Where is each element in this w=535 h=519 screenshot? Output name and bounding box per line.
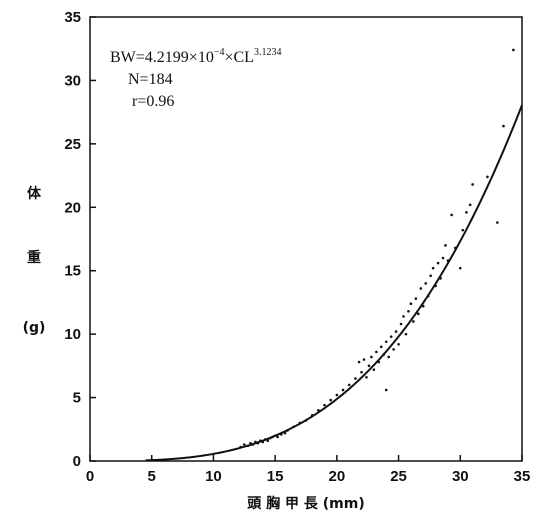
x-tick-label-5: 5	[148, 468, 156, 485]
x-tick-label-20: 20	[329, 468, 346, 485]
data-point-52	[412, 320, 415, 323]
x-tick-label-35: 35	[514, 468, 531, 485]
y-axis-title-char-3: (g)	[23, 320, 46, 336]
y-tick-label-5: 5	[73, 390, 81, 407]
data-point-33	[368, 365, 371, 368]
x-axis-title: 頭 胸 甲 長 (mm)	[247, 495, 364, 512]
x-tick-label-0: 0	[86, 468, 94, 485]
data-point-35	[373, 368, 376, 371]
data-point-34	[370, 356, 373, 359]
data-point-57	[424, 282, 427, 285]
data-point-42	[387, 356, 390, 359]
data-point-60	[432, 267, 435, 270]
x-tick-label-25: 25	[390, 468, 407, 485]
data-point-67	[450, 214, 453, 217]
y-tick-label-15: 15	[64, 263, 81, 280]
fit-curve	[146, 105, 522, 460]
data-point-28	[354, 377, 357, 380]
data-point-38	[380, 346, 383, 349]
data-point-76	[502, 125, 505, 128]
n-annotation: N=184	[128, 71, 173, 88]
data-point-70	[461, 229, 464, 232]
data-point-30	[360, 371, 363, 374]
y-tick-label-35: 35	[64, 9, 81, 26]
data-point-53	[415, 297, 418, 300]
y-tick-label-0: 0	[73, 453, 81, 470]
data-point-47	[400, 323, 403, 326]
x-tick-label-10: 10	[205, 468, 222, 485]
data-point-45	[395, 330, 398, 333]
data-point-26	[342, 389, 345, 392]
y-axis-ticks: 0 5 10 15 20 25 30 35	[64, 9, 96, 470]
data-point-32	[365, 376, 368, 379]
data-point-29	[358, 361, 361, 364]
data-point-24	[329, 399, 332, 402]
data-point-71	[465, 211, 468, 214]
data-point-23	[323, 404, 326, 407]
data-point-74	[486, 176, 489, 179]
data-point-44	[392, 348, 395, 351]
y-axis-title-char-2: 重	[27, 249, 41, 266]
data-point-75	[496, 221, 499, 224]
data-point-72	[469, 203, 472, 206]
data-point-62	[437, 262, 440, 265]
data-point-49	[405, 333, 408, 336]
y-tick-label-20: 20	[64, 199, 81, 216]
data-point-41	[385, 340, 388, 343]
data-point-40	[385, 389, 388, 392]
data-point-73	[471, 183, 474, 186]
data-points	[239, 49, 514, 449]
x-tick-label-15: 15	[267, 468, 284, 485]
data-point-65	[444, 244, 447, 247]
data-point-46	[397, 343, 400, 346]
data-point-48	[402, 315, 405, 318]
data-point-27	[348, 384, 351, 387]
data-point-69	[459, 267, 462, 270]
data-point-55	[419, 287, 422, 290]
data-point-50	[407, 310, 410, 313]
y-tick-label-25: 25	[64, 136, 81, 153]
data-point-59	[429, 274, 432, 277]
data-point-64	[442, 257, 445, 260]
data-point-77	[512, 49, 515, 52]
r-annotation: r=0.96	[132, 93, 174, 110]
y-tick-label-30: 30	[64, 72, 81, 89]
equation-annotation: BW=4.2199×10−4×CL3.1234	[110, 47, 281, 66]
data-point-43	[390, 335, 393, 338]
data-point-31	[363, 358, 366, 361]
data-point-36	[375, 351, 378, 354]
y-axis-title-char-1: 体	[27, 185, 42, 202]
x-tick-label-30: 30	[452, 468, 469, 485]
y-tick-label-10: 10	[64, 326, 81, 343]
data-point-25	[336, 394, 339, 397]
data-point-51	[410, 302, 413, 305]
